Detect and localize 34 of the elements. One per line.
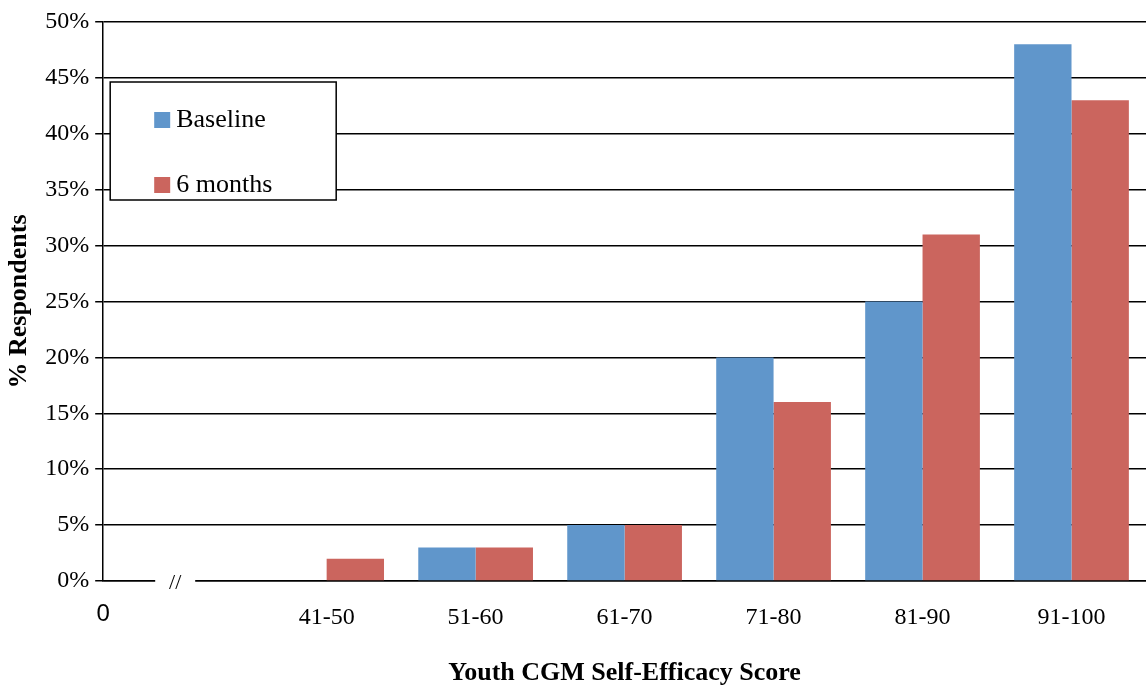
y-tick-label: 20% — [45, 342, 90, 369]
x-tick-label: 51-60 — [447, 602, 504, 629]
y-tick-label: 35% — [45, 175, 90, 201]
bar — [922, 234, 980, 581]
bar — [475, 547, 533, 581]
x-tick-label: 41-50 — [298, 602, 355, 629]
bar — [418, 547, 476, 581]
bar — [716, 357, 774, 581]
y-tick-label: 5% — [57, 510, 90, 537]
bar — [624, 525, 682, 581]
x-tick-label: 91-100 — [1037, 602, 1106, 629]
x-tick-label: 81-90 — [894, 602, 951, 629]
legend-label: Baseline — [176, 103, 266, 133]
y-tick-label: 0% — [57, 566, 90, 593]
y-axis-title: % Respondents — [3, 214, 33, 389]
text: 0 — [96, 598, 110, 626]
x-tick-label: 71-80 — [745, 602, 802, 629]
x-axis-title: Youth CGM Self-Efficacy Score — [448, 657, 801, 687]
bar — [1014, 44, 1072, 581]
y-tick-label: 25% — [45, 286, 90, 313]
bar — [773, 402, 831, 581]
y-tick-label: 40% — [45, 119, 90, 146]
y-tick-label: 10% — [45, 454, 90, 481]
annotation: // — [169, 568, 183, 594]
y-tick-label: 50% — [45, 7, 90, 34]
y-tick-label: 15% — [45, 398, 90, 425]
y-tick-label: 45% — [45, 63, 90, 90]
bar — [567, 525, 625, 581]
bar — [326, 558, 385, 581]
legend-label: 6 months — [176, 168, 273, 198]
bar — [865, 301, 923, 581]
x-tick-label: 61-70 — [596, 602, 653, 629]
bar — [1071, 100, 1129, 581]
y-tick-label: 30% — [45, 230, 90, 257]
